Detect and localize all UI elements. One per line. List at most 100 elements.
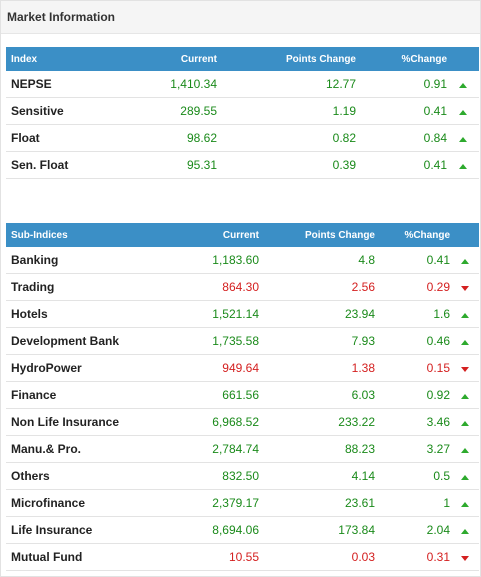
- row-percent-change: 1.6: [375, 300, 450, 328]
- table-row: Manu.& Pro. 2,784.74 88.23 3.27: [6, 435, 479, 463]
- triangle-up-icon: [459, 110, 467, 115]
- row-percent-change: 0.5: [375, 462, 450, 490]
- row-percent-change: 0.91: [356, 71, 447, 98]
- row-name: Float: [6, 124, 136, 152]
- header-percent-change: %Change: [404, 229, 450, 241]
- index-table: Index Current Points Change %Change NEPS…: [6, 47, 479, 179]
- row-trend: [450, 543, 479, 571]
- row-points-change: 1.38: [259, 354, 375, 382]
- row-trend: [450, 408, 479, 436]
- sub-indices-table-header: Sub-Indices Current Points Change %Chang…: [6, 223, 479, 247]
- row-trend: [450, 327, 479, 355]
- row-trend: [447, 124, 479, 152]
- header-percent-change: %Change: [401, 53, 447, 65]
- row-trend: [450, 516, 479, 544]
- triangle-up-icon: [460, 421, 469, 426]
- row-percent-change: 0.46: [375, 327, 450, 355]
- row-points-change: 1.19: [217, 97, 356, 125]
- row-percent-change: 0.41: [356, 151, 447, 179]
- row-points-change: 4.14: [259, 462, 375, 490]
- row-current: 864.30: [177, 273, 259, 301]
- table-row: Microfinance 2,379.17 23.61 1: [6, 489, 479, 517]
- row-name: Life Insurance: [6, 516, 177, 544]
- row-name: Microfinance: [6, 489, 177, 517]
- row-current: 661.56: [177, 381, 259, 409]
- table-row: Mutual Fund 10.55 0.03 0.31: [6, 543, 479, 571]
- triangle-up-icon: [460, 340, 469, 345]
- triangle-up-icon: [459, 83, 467, 88]
- triangle-up-icon: [460, 394, 469, 399]
- row-points-change: 233.22: [259, 408, 375, 436]
- triangle-up-icon: [460, 313, 469, 318]
- row-percent-change: 3.46: [375, 408, 450, 436]
- header-trend: [450, 223, 479, 247]
- header-index: Index: [11, 53, 38, 65]
- table-row: Development Bank 1,735.58 7.93 0.46: [6, 327, 479, 355]
- row-trend: [447, 151, 479, 179]
- row-current: 1,521.14: [177, 300, 259, 328]
- triangle-up-icon: [459, 164, 467, 169]
- row-trend: [450, 381, 479, 409]
- row-trend: [450, 489, 479, 517]
- row-current: 949.64: [177, 354, 259, 382]
- row-percent-change: 0.15: [375, 354, 450, 382]
- triangle-down-icon: [460, 286, 469, 291]
- row-trend: [450, 300, 479, 328]
- row-percent-change: 1: [375, 489, 450, 517]
- row-current: 1,183.60: [177, 247, 259, 274]
- triangle-up-icon: [460, 475, 469, 480]
- row-trend: [447, 71, 479, 98]
- row-points-change: 6.03: [259, 381, 375, 409]
- panel-title: Market Information: [1, 1, 480, 34]
- row-name: Mutual Fund: [6, 543, 177, 571]
- table-row: Trading 864.30 2.56 0.29: [6, 273, 479, 301]
- row-name: Non Life Insurance: [6, 408, 177, 436]
- row-name: Trading: [6, 273, 177, 301]
- row-percent-change: 0.29: [375, 273, 450, 301]
- row-percent-change: 0.31: [375, 543, 450, 571]
- row-points-change: 2.56: [259, 273, 375, 301]
- triangle-up-icon: [460, 502, 469, 507]
- row-percent-change: 0.84: [356, 124, 447, 152]
- triangle-up-icon: [460, 259, 469, 264]
- row-current: 98.62: [136, 124, 217, 152]
- row-current: 1,735.58: [177, 327, 259, 355]
- row-points-change: 23.94: [259, 300, 375, 328]
- table-row: Banking 1,183.60 4.8 0.41: [6, 247, 479, 274]
- header-current: Current: [222, 229, 259, 241]
- row-points-change: 0.03: [259, 543, 375, 571]
- index-table-header: Index Current Points Change %Change: [6, 47, 479, 71]
- header-points-change: Points Change: [304, 229, 375, 241]
- table-row: Sen. Float 95.31 0.39 0.41: [6, 151, 479, 179]
- header-current: Current: [180, 53, 217, 65]
- header-sub-indices: Sub-Indices: [11, 229, 68, 241]
- row-percent-change: 3.27: [375, 435, 450, 463]
- row-current: 1,410.34: [136, 71, 217, 98]
- table-row: Hotels 1,521.14 23.94 1.6: [6, 300, 479, 328]
- row-trend: [450, 462, 479, 490]
- row-current: 10.55: [177, 543, 259, 571]
- row-points-change: 12.77: [217, 71, 356, 98]
- row-name: Sen. Float: [6, 151, 136, 179]
- row-name: Hotels: [6, 300, 177, 328]
- header-trend: [447, 47, 479, 71]
- row-name: Banking: [6, 247, 177, 274]
- row-trend: [450, 247, 479, 274]
- row-name: Manu.& Pro.: [6, 435, 177, 463]
- triangle-up-icon: [459, 137, 467, 142]
- table-row: Non Life Insurance 6,968.52 233.22 3.46: [6, 408, 479, 436]
- row-name: HydroPower: [6, 354, 177, 382]
- row-trend: [447, 97, 479, 125]
- row-percent-change: 2.04: [375, 516, 450, 544]
- table-row: Sensitive 289.55 1.19 0.41: [6, 97, 479, 125]
- row-trend: [450, 273, 479, 301]
- row-trend: [450, 435, 479, 463]
- sub-indices-table: Sub-Indices Current Points Change %Chang…: [6, 223, 479, 571]
- row-current: 289.55: [136, 97, 217, 125]
- row-name: Sensitive: [6, 97, 136, 125]
- row-points-change: 0.39: [217, 151, 356, 179]
- row-points-change: 23.61: [259, 489, 375, 517]
- table-row: Finance 661.56 6.03 0.92: [6, 381, 479, 409]
- row-points-change: 173.84: [259, 516, 375, 544]
